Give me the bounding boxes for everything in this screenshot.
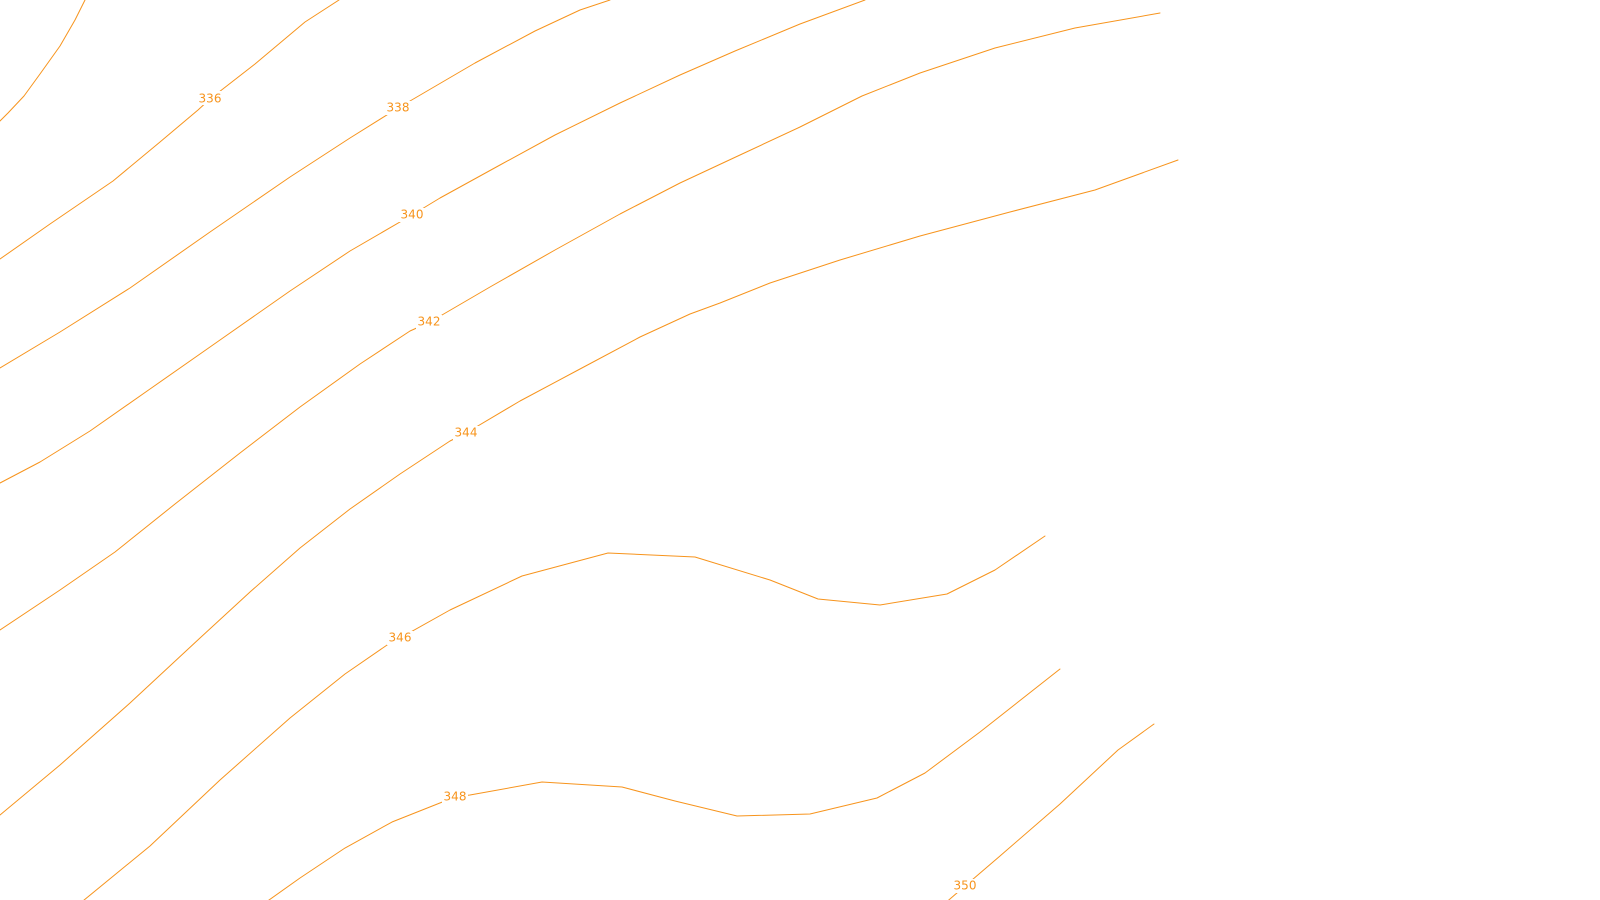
contour-label-340: 340	[401, 208, 424, 222]
contour-line	[0, 0, 86, 122]
contour-350: 350	[948, 723, 1155, 900]
contour-346: 346	[83, 535, 1046, 900]
contour-line	[268, 668, 1061, 900]
contour-label-350: 350	[954, 879, 977, 893]
contour-label-348: 348	[444, 790, 467, 804]
contour-label-336: 336	[199, 92, 222, 106]
contour-label-346: 346	[389, 631, 412, 645]
contour-334	[0, 0, 86, 122]
contour-336: 336	[0, 0, 340, 260]
contour-line	[0, 12, 1161, 631]
contour-line	[0, 0, 866, 484]
contour-340: 340	[0, 0, 866, 484]
contour-label-344: 344	[455, 426, 478, 440]
contour-line	[83, 535, 1046, 900]
contour-line	[0, 0, 611, 369]
contour-line	[0, 0, 340, 260]
contour-348: 348	[268, 668, 1061, 900]
contour-label-342: 342	[418, 315, 441, 329]
contour-342: 342	[0, 12, 1161, 631]
contour-line	[0, 159, 1179, 816]
contour-344: 344	[0, 159, 1179, 816]
contour-338: 338	[0, 0, 611, 369]
contour-label-338: 338	[387, 101, 410, 115]
